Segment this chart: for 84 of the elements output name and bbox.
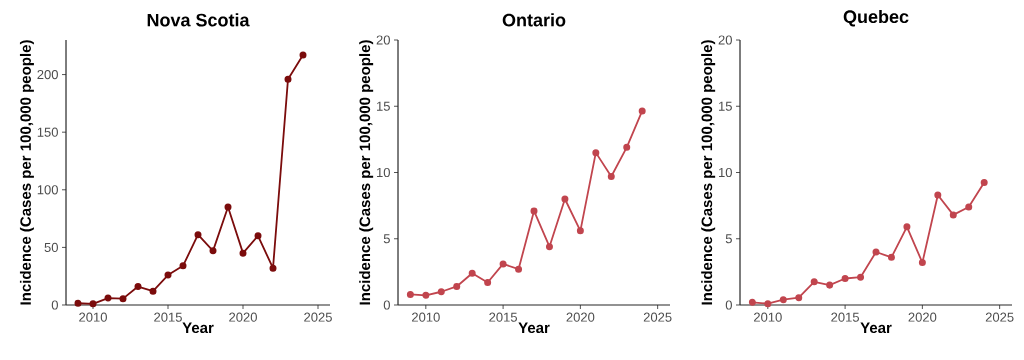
point	[284, 75, 292, 83]
y-tick-label: 5	[725, 234, 732, 244]
point	[872, 248, 880, 256]
x-tick-label: 2015	[154, 312, 182, 322]
y-tick-label: 0	[383, 300, 390, 310]
point	[918, 259, 926, 267]
y-tick-label: 10	[377, 167, 390, 178]
point	[149, 287, 157, 295]
x-tick-label: 2020	[229, 312, 257, 322]
point	[119, 295, 127, 303]
point	[74, 299, 82, 307]
point	[437, 288, 445, 296]
x-tick-label: 2025	[643, 312, 672, 322]
point	[857, 273, 865, 281]
point	[515, 265, 523, 273]
x-tick-label: 2015	[489, 312, 517, 322]
point	[764, 300, 772, 308]
point	[164, 271, 172, 279]
y-tick-label: 20	[376, 35, 390, 45]
y-tick-label: 5	[383, 234, 390, 244]
point	[224, 203, 232, 211]
point	[239, 249, 247, 257]
point	[179, 262, 187, 270]
x-tick-label: 2010	[79, 312, 107, 322]
y-axis-title: Incidence (Cases per 100,000 people)	[359, 40, 374, 305]
point	[638, 107, 646, 115]
point	[499, 260, 507, 268]
point	[134, 283, 142, 291]
x-tick-label: 2020	[908, 312, 937, 322]
point	[484, 278, 492, 286]
x-axis-title: Year	[518, 322, 550, 334]
point	[795, 294, 803, 302]
point	[468, 269, 476, 277]
y-axis-title: Incidence (Cases per 100,000 people)	[19, 40, 34, 305]
point	[841, 275, 849, 282]
point	[209, 247, 217, 255]
point	[887, 253, 895, 261]
point	[623, 143, 631, 151]
chart-title: Quebec	[843, 9, 909, 27]
point	[826, 281, 834, 289]
x-tick-label: 2025	[304, 312, 332, 322]
point	[965, 203, 973, 211]
x-tick-label: 2010	[412, 312, 440, 322]
point	[903, 223, 911, 231]
point	[980, 178, 988, 186]
point	[949, 211, 957, 219]
x-tick-label: 2010	[754, 312, 782, 322]
point	[299, 51, 307, 59]
y-tick-label: 15	[377, 101, 390, 111]
point	[779, 296, 787, 304]
point	[607, 172, 615, 180]
y-tick-label: 200	[37, 69, 58, 80]
x-tick-label: 2025	[985, 312, 1014, 322]
y-tick-label: 50	[44, 242, 58, 252]
point	[194, 231, 202, 239]
point	[748, 298, 756, 306]
point	[934, 191, 942, 199]
point	[104, 294, 112, 302]
x-tick-label: 2015	[831, 312, 859, 322]
point	[592, 149, 600, 157]
point	[576, 227, 584, 235]
y-axis-title: Incidence (Cases per 100,000 people)	[701, 40, 716, 305]
point	[453, 282, 461, 290]
point	[561, 195, 569, 203]
y-tick-label: 10	[719, 167, 732, 178]
point	[545, 243, 553, 251]
point	[406, 290, 414, 298]
point	[530, 207, 538, 215]
x-tick-label: 2020	[566, 312, 595, 322]
point	[269, 264, 277, 272]
chart-title: Nova Scotia	[147, 13, 250, 27]
x-axis-title: Year	[860, 322, 892, 334]
y-tick-label: 0	[51, 300, 58, 310]
y-tick-label: 0	[725, 300, 732, 310]
point	[810, 278, 818, 286]
y-tick-label: 100	[37, 185, 58, 195]
x-axis-title: Year	[182, 322, 214, 334]
chart-title: Ontario	[502, 13, 566, 27]
point	[422, 291, 430, 299]
y-tick-label: 20	[718, 35, 732, 45]
y-tick-label: 150	[37, 127, 58, 137]
y-tick-label: 15	[719, 101, 732, 111]
point	[254, 232, 262, 240]
point	[89, 300, 97, 308]
